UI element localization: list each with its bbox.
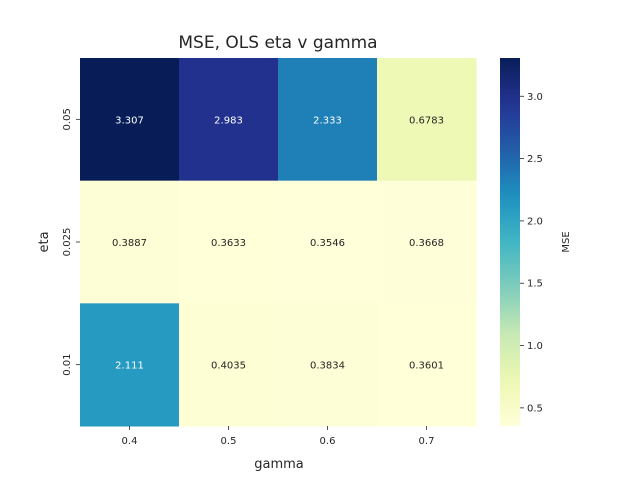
y-axis: 0.05 0.025 0.01 — [62, 108, 80, 376]
heatmap-cell — [377, 58, 477, 182]
colorbar-tick-label: 2.0 — [527, 216, 543, 227]
x-tick-label: 0.4 — [122, 436, 138, 447]
colorbar-ticks: 0.5 1.0 1.5 2.0 2.5 3.0 — [520, 92, 543, 414]
y-tick-label: 0.025 — [62, 228, 73, 257]
cell-value-label: 0.3834 — [310, 361, 345, 372]
chart-title: MSE, OLS eta v gamma — [178, 33, 377, 53]
heatmap-cell — [80, 303, 180, 427]
colorbar-label: MSE — [561, 231, 572, 252]
colorbar-tick-label: 2.5 — [527, 154, 543, 165]
cell-value-label: 0.6783 — [409, 115, 444, 126]
heatmap-cell — [278, 58, 378, 182]
heatmap-cell — [80, 180, 180, 304]
x-axis: 0.4 0.5 0.6 0.7 — [122, 426, 435, 447]
heatmap-cell — [278, 303, 378, 427]
cell-value-label: 2.111 — [115, 361, 144, 372]
cell-value-label: 0.3633 — [211, 238, 246, 249]
y-axis-label: eta — [37, 231, 52, 252]
heatmap-cells: 3.307 2.983 2.333 0.6783 0.3887 0.3633 0.3546 0… — [80, 58, 477, 427]
heatmap-cell — [179, 180, 279, 304]
colorbar-tick-label: 1.0 — [527, 341, 543, 352]
cell-value-label: 3.307 — [115, 115, 144, 126]
x-tick-label: 0.7 — [419, 436, 435, 447]
cell-value-label: 0.3887 — [112, 238, 147, 249]
heatmap-cell — [278, 180, 378, 304]
heatmap-cell — [179, 303, 279, 427]
colorbar-tick-label: 3.0 — [527, 92, 543, 103]
y-tick-label: 0.01 — [62, 354, 73, 376]
colorbar-tick-label: 0.5 — [527, 403, 543, 414]
cell-value-label: 2.333 — [313, 115, 342, 126]
colorbar-tick-label: 1.5 — [527, 279, 543, 290]
heatmap-cell — [377, 180, 477, 304]
cell-value-label: 2.983 — [214, 115, 243, 126]
x-axis-label: gamma — [254, 457, 304, 472]
heatmap-cell — [80, 58, 180, 182]
colorbar — [500, 58, 520, 426]
cell-value-label: 0.3601 — [409, 361, 444, 372]
x-tick-label: 0.5 — [221, 436, 237, 447]
heatmap-cell — [377, 303, 477, 427]
heatmap-cell — [179, 58, 279, 182]
cell-value-label: 0.3546 — [310, 238, 345, 249]
x-tick-label: 0.6 — [320, 436, 336, 447]
cell-value-label: 0.4035 — [211, 361, 246, 372]
cell-value-label: 0.3668 — [409, 238, 444, 249]
y-tick-label: 0.05 — [62, 108, 73, 130]
